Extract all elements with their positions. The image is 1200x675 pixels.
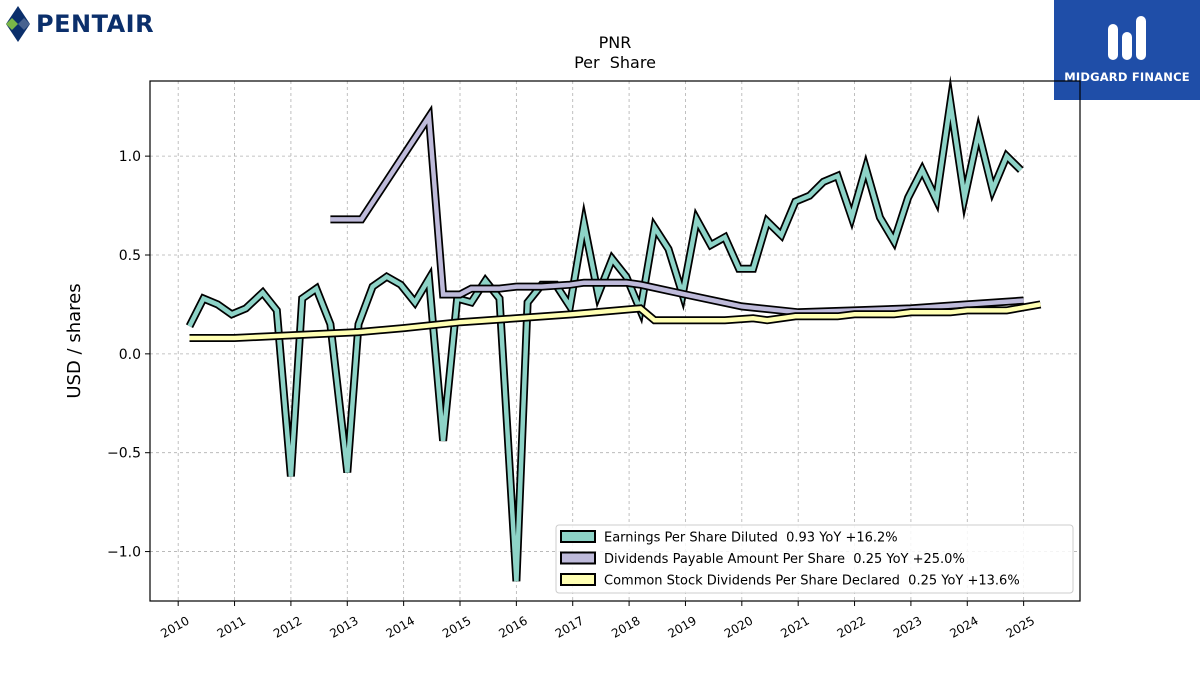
y-tick-label: 1.0	[119, 149, 141, 165]
series-layer	[185, 75, 1042, 582]
series-line-outline-1	[185, 75, 1024, 582]
x-tick-label: 2012	[271, 613, 304, 640]
legend-label-1: Earnings Per Share Diluted 0.93 YoY +16.…	[604, 531, 898, 546]
x-tick-label: 2013	[327, 613, 360, 640]
x-tick-label: 2016	[496, 613, 529, 640]
y-tick-label: 0.0	[119, 347, 141, 363]
pentair-diamond-icon	[6, 6, 30, 42]
x-tick-label: 2011	[215, 613, 248, 640]
legend-swatch-1	[560, 530, 596, 543]
y-tick-label: −1.0	[107, 545, 141, 561]
midgard-finance-logo: MIDGARD FINANCE	[1054, 0, 1200, 100]
legend-box	[555, 524, 1074, 594]
plot-frame	[149, 80, 1081, 602]
y-tick-label: 0.5	[119, 248, 141, 264]
legend: Earnings Per Share Diluted 0.93 YoY +16.…	[555, 524, 1074, 594]
pentair-logo-text: PENTAIR	[36, 10, 155, 38]
y-tick-label: −0.5	[107, 446, 141, 462]
x-tick-label: 2023	[891, 613, 924, 640]
pentair-logo: PENTAIR	[4, 4, 154, 44]
midgard-mark-icon	[1108, 16, 1146, 60]
legend-label-3: Common Stock Dividends Per Share Declare…	[604, 574, 1020, 589]
series-line-1	[187, 87, 1023, 582]
x-tick-label: 2024	[947, 613, 980, 640]
chart-subtitle: Per Share	[574, 53, 656, 72]
x-tick-label: 2017	[553, 613, 586, 640]
x-tick-label: 2010	[158, 613, 191, 640]
legend-swatch-3	[560, 573, 596, 586]
x-tick-label: 2014	[384, 613, 417, 640]
legend-label-2: Dividends Payable Amount Per Share 0.25 …	[604, 552, 965, 567]
x-tick-label: 2025	[1004, 613, 1037, 640]
x-tick-label: 2015	[440, 613, 473, 640]
y-axis-label: USD / shares	[64, 283, 85, 398]
series-line-3	[189, 302, 1041, 341]
x-tick-label: 2019	[666, 613, 699, 640]
x-tick-label: 2021	[778, 613, 811, 640]
x-tick-label: 2018	[609, 613, 642, 640]
midgard-logo-text: MIDGARD FINANCE	[1064, 70, 1190, 84]
x-tick-label: 2020	[722, 613, 755, 640]
chart-title: PNR	[599, 33, 632, 52]
legend-swatch-2	[560, 551, 596, 565]
series-line-2	[330, 109, 1024, 315]
x-tick-label: 2022	[835, 613, 868, 640]
